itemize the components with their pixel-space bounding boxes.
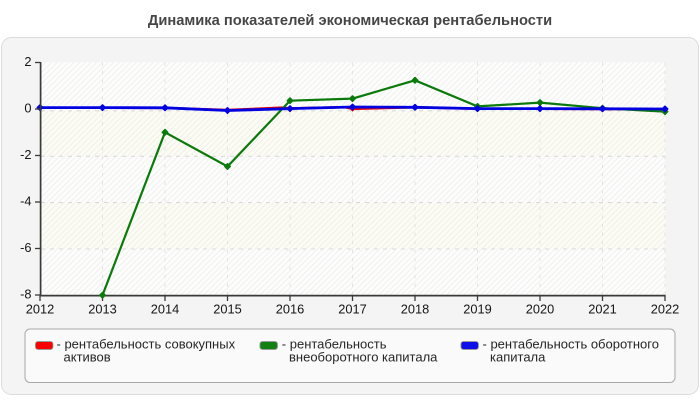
svg-text:- рентабельность совокупных: - рентабельность совокупных [57, 336, 236, 351]
svg-text:активов: активов [64, 350, 111, 365]
svg-text:- рентабельность: - рентабельность [282, 336, 387, 351]
svg-text:-6: -6 [20, 240, 31, 255]
svg-text:2017: 2017 [338, 301, 366, 316]
svg-text:капитала: капитала [490, 350, 546, 365]
svg-text:2020: 2020 [526, 301, 554, 316]
svg-text:2015: 2015 [213, 301, 241, 316]
svg-text:внеоборотного капитала: внеоборотного капитала [289, 350, 438, 365]
svg-text:2: 2 [24, 54, 31, 69]
svg-text:2021: 2021 [588, 301, 616, 316]
svg-text:-8: -8 [20, 286, 31, 301]
svg-text:- рентабельность оборотного: - рентабельность оборотного [483, 336, 659, 351]
svg-text:0: 0 [24, 100, 31, 115]
svg-text:2016: 2016 [276, 301, 304, 316]
svg-text:2018: 2018 [401, 301, 429, 316]
svg-text:2013: 2013 [88, 301, 116, 316]
svg-text:Динамика показателей экономиче: Динамика показателей экономическая рента… [148, 13, 552, 29]
svg-text:-4: -4 [20, 193, 31, 208]
svg-text:2012: 2012 [26, 301, 54, 316]
svg-text:-2: -2 [20, 147, 31, 162]
svg-text:2014: 2014 [151, 301, 179, 316]
svg-text:2019: 2019 [463, 301, 491, 316]
svg-text:2022: 2022 [651, 301, 679, 316]
